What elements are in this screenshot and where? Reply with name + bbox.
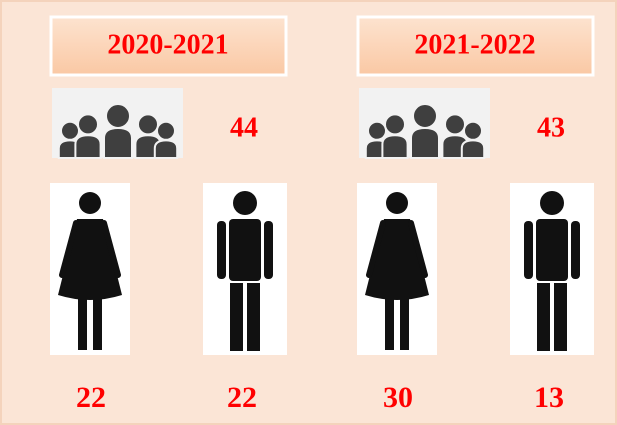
head [540, 191, 564, 215]
year-title: 2021-2022 [414, 29, 535, 60]
female-icon [357, 183, 437, 355]
arm [217, 221, 226, 279]
female-count: 30 [383, 381, 413, 414]
group-icon [359, 88, 490, 159]
group-icon [52, 88, 183, 159]
leg [78, 298, 87, 350]
head [386, 192, 408, 214]
year-title: 2020-2021 [107, 29, 228, 60]
male-count: 22 [227, 381, 257, 414]
person-head [156, 120, 176, 141]
arms [366, 220, 428, 278]
person-body [410, 126, 440, 159]
female-count: 22 [76, 381, 106, 414]
person-head [105, 103, 131, 129]
leg [230, 283, 243, 351]
arms [59, 220, 121, 278]
male-icon [203, 183, 287, 355]
person-head [412, 103, 438, 129]
person-head [77, 113, 99, 136]
person-body [153, 139, 179, 159]
leg [537, 283, 550, 351]
leg [247, 283, 260, 351]
person-body [74, 134, 102, 159]
head [79, 192, 101, 214]
leg [554, 283, 567, 351]
male-count: 13 [534, 381, 564, 414]
year-panel: 2021-2022 43 30 13 [356, 15, 595, 414]
arm [571, 221, 580, 279]
person-body [381, 134, 409, 159]
male-icon [510, 183, 594, 355]
arm [524, 221, 533, 279]
torso [229, 219, 261, 281]
person-head [137, 113, 159, 136]
head [233, 191, 257, 215]
leg [400, 298, 409, 350]
arm [264, 221, 273, 279]
person-body [103, 126, 133, 159]
person-head [367, 120, 387, 141]
title-box [356, 15, 595, 77]
person-head [60, 120, 80, 141]
person-head [384, 113, 406, 136]
torso [536, 219, 568, 281]
person-head [463, 120, 483, 141]
person-head [444, 113, 466, 136]
person-body [460, 139, 486, 159]
title-box [49, 15, 288, 77]
leg [93, 298, 102, 350]
female-icon [50, 183, 130, 355]
total-count: 44 [230, 112, 258, 143]
total-count: 43 [537, 112, 565, 143]
year-panel: 2020-2021 44 22 22 [49, 15, 288, 414]
leg [385, 298, 394, 350]
